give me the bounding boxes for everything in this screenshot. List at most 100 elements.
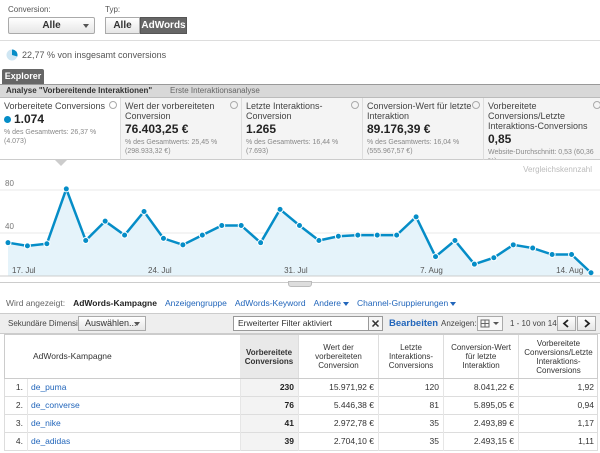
point (179, 241, 187, 249)
comparison-link[interactable]: Vergleichskennzahl (523, 165, 592, 174)
metric-box[interactable]: Conversion-Wert für letzte Interaktion 89… (363, 98, 484, 160)
metric-value-text: 1.265 (246, 122, 277, 136)
sorted-cell-bg (240, 379, 298, 396)
column-rule (518, 379, 519, 451)
dimension-label: Wird angezeigt: (6, 298, 66, 308)
explorer-tab[interactable]: Explorer (2, 69, 44, 84)
point (470, 260, 478, 268)
metric-label: Conversion-Wert für letzte Interaktion (367, 101, 472, 121)
metric-value: 0,85 (488, 132, 600, 146)
point (159, 234, 167, 242)
point (23, 242, 31, 250)
resize-handle[interactable] (288, 281, 312, 287)
point (354, 231, 362, 239)
table-cell: 76 (284, 400, 294, 410)
subtab-bar (0, 84, 600, 98)
dropdown-arrow (343, 302, 350, 306)
y-tick-label: 40 (5, 222, 14, 231)
campaign-link[interactable]: de_nike (31, 418, 61, 428)
dimension-link[interactable]: Anzeigengruppe (164, 298, 227, 308)
column-header[interactable]: Vorbereitete Conversions (240, 335, 298, 378)
arrow-icon (584, 319, 591, 328)
dimension-link[interactable]: AdWords-Keyword (234, 298, 306, 308)
metric-value: 76.403,25 € (125, 122, 237, 136)
column-header[interactable]: Letzte Interaktions-Conversions (378, 335, 443, 378)
table-cell: 2.493,89 € (473, 418, 514, 428)
metric-label: Letzte Interaktions-Conversion (246, 101, 323, 121)
area (8, 188, 591, 276)
table-cell: 35 (429, 418, 439, 428)
view-toggle[interactable] (477, 316, 503, 331)
filter-label: Conversion: (8, 5, 51, 14)
point (451, 237, 459, 245)
metric-note: % des Gesamtwerts: 26,37 % (4.073) (4, 129, 97, 145)
point (82, 237, 90, 245)
table-cell: 2. (15, 400, 23, 410)
table-cell: 1,17 (577, 418, 594, 428)
dimension-link[interactable]: Channel-Gruppierungen (357, 298, 457, 308)
dropdown-value: Auswählen... (85, 318, 137, 328)
type-button-active[interactable]: AdWords (140, 17, 187, 34)
toolbar-label: Sekundäre Dimension: (8, 319, 89, 328)
table-cell: 4. (15, 436, 23, 446)
clear-filter[interactable] (368, 316, 383, 331)
metric-value-text: 0,85 (488, 132, 512, 146)
table-row (4, 433, 598, 451)
sorted-cell-bg (240, 397, 298, 414)
point (587, 269, 595, 277)
point (568, 251, 576, 258)
subtab[interactable]: Erste Interaktionsanalyse (170, 86, 260, 95)
x-tick-label: 24. Jul (148, 266, 172, 275)
conversion-dropdown[interactable]: Alle (8, 17, 95, 34)
column-header[interactable]: Vorbereitete Conversions/Letzte Interakt… (518, 335, 598, 378)
metric-value-text: 89.176,39 € (367, 122, 431, 136)
table-header (4, 334, 598, 379)
type-button[interactable]: Alle (105, 17, 140, 34)
help-icon (351, 101, 359, 109)
point (315, 237, 323, 245)
column-rule (298, 379, 299, 451)
filter-label: Typ: (105, 5, 121, 14)
column-header-text: Conversion-Wert für letzte Interaktion (451, 343, 511, 370)
metric-box[interactable]: Letzte Interaktions-Conversion 1.265 % des… (242, 98, 363, 160)
toolbar-label: Anzeigen: (441, 319, 477, 328)
point (509, 241, 517, 249)
metric-box[interactable]: Wert der vorbereiteten Conversion 76.403,… (121, 98, 242, 160)
point (121, 231, 129, 239)
page-next[interactable] (577, 316, 596, 331)
campaign-link[interactable]: de_adidas (31, 436, 71, 446)
column-header[interactable]: AdWords-Kampagne (27, 335, 240, 378)
filter-input[interactable]: Erweiterter Filter aktiviert (233, 316, 383, 331)
dimension-active[interactable]: AdWords-Kampagne (73, 298, 157, 308)
column-header[interactable]: Conversion-Wert für letzte Interaktion (443, 335, 518, 378)
metric-note: Website-Durchschnitt: 0,53 (60,36 %) (488, 149, 594, 159)
metric-note: % des Gesamtwerts: 25,45 % (298.933,32 €… (125, 139, 218, 155)
campaign-link[interactable]: de_converse (31, 400, 80, 410)
metric-box[interactable]: Vorbereitete Conversions 1.074 % des Gesam… (0, 98, 121, 160)
table-cell: 39 (284, 436, 294, 446)
point (237, 221, 245, 229)
point (393, 231, 401, 239)
dimension-link[interactable]: Andere (314, 298, 350, 308)
table-cell: 41 (284, 418, 294, 428)
point (296, 221, 303, 229)
point (43, 240, 51, 248)
column-rule (240, 379, 241, 451)
page-prev[interactable] (557, 316, 576, 331)
dropdown-arrow (134, 322, 140, 326)
x-tick-label: 31. Jul (284, 266, 308, 275)
table-cell: 35 (429, 436, 439, 446)
help-icon (230, 101, 238, 109)
campaign-link[interactable]: de_puma (31, 382, 67, 392)
point (62, 185, 70, 193)
series-dot (4, 116, 11, 123)
column-header-text: Letzte Interaktions-Conversions (388, 343, 434, 370)
column-header[interactable]: Wert der vorbereiteten Conversion (298, 335, 378, 378)
x-tick-label: 7. Aug (420, 266, 443, 275)
subtab-active[interactable]: Analyse "Vorbereitende Interaktionen" (6, 86, 153, 95)
secondary-dropdown[interactable]: Auswählen... (78, 316, 146, 331)
edit-link[interactable]: Bearbeiten (389, 318, 439, 329)
metric-box[interactable]: Vorbereitete Conversions/Letzte Interakt… (484, 98, 600, 160)
column-header-text: Vorbereitete Conversions (244, 347, 294, 366)
point (490, 254, 498, 262)
